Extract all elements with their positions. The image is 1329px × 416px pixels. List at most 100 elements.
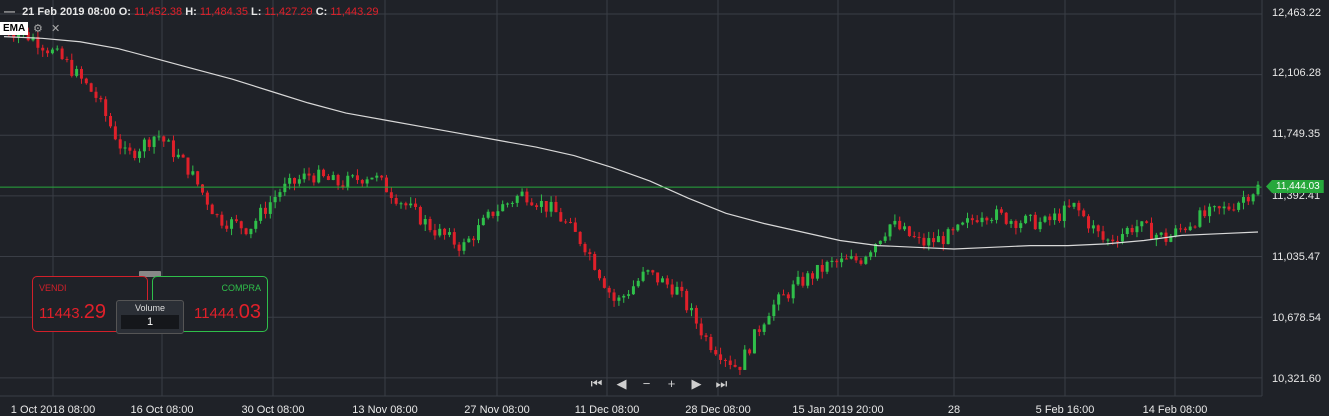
candle-body [883,236,887,241]
candle-body [234,219,238,222]
candle-body [631,286,635,295]
candle-body [452,232,456,245]
zoom-in-icon[interactable]: + [667,376,676,391]
candle-body [723,359,727,361]
candle-body [520,191,524,196]
candle-body [530,202,534,206]
candle-body [748,349,752,354]
y-tick-label: 11,392.41 [1272,190,1321,202]
candle-body [389,192,393,198]
candle-body [496,211,500,216]
candle-body [874,244,878,253]
candle-body [772,304,776,317]
candle-body [690,307,694,311]
candle-body [510,202,514,204]
candle-body [912,236,916,238]
candle-body [128,147,132,151]
buy-price-main: 11444. [193,305,239,322]
candle-body [481,217,485,226]
candle-body [17,34,21,38]
candle-body [946,229,950,245]
low-label: L: [251,6,262,18]
close-icon[interactable]: ✕ [51,23,61,35]
candle-body [752,329,756,354]
drag-handle[interactable] [139,271,161,277]
candle-body [365,179,369,184]
volume-input[interactable]: 1 [121,315,179,329]
candle-body [1057,213,1061,221]
last-icon[interactable]: ⏭ [715,376,728,391]
candle-body [167,140,171,142]
x-tick-label: 5 Feb 16:00 [1035,404,1095,416]
candle-body [225,225,229,229]
candle-body [152,136,156,147]
candle-body [598,269,602,279]
candle-body [733,364,737,367]
candle-body [786,294,790,299]
candle-body [927,238,931,246]
candle-body [375,175,379,178]
candle-body [176,154,180,158]
candle-body [694,307,698,324]
candle-body [75,68,79,76]
candle-body [447,232,451,235]
candle-body [898,220,902,230]
candle-body [65,59,69,61]
y-tick-label: 10,321.60 [1272,373,1321,385]
y-tick-label: 10,678.54 [1272,312,1321,324]
candle-body [1174,228,1178,236]
candle-body [617,297,621,301]
open-label: O: [118,6,131,18]
candle-body [728,360,732,365]
candle-body [1251,194,1255,202]
prev-icon[interactable]: ◀ [616,376,627,391]
candle-body [515,195,519,203]
candle-body [844,258,848,260]
candle-body [46,50,50,54]
candle-body [1179,228,1183,230]
candle-body [138,151,142,159]
candle-body [476,225,480,241]
candle-body [147,139,151,147]
x-tick-label: 15 Jan 2019 20:00 [792,404,884,416]
volume-label: Volume [134,303,166,313]
candle-body [554,201,558,213]
candle-body [1120,234,1124,242]
candle-body [825,261,829,272]
candle-body [588,252,592,255]
candle-body [1183,228,1187,231]
candle-body [1043,216,1047,222]
candle-body [428,218,432,231]
gear-icon[interactable]: ⚙ [33,23,43,35]
candle-body [719,354,723,360]
candle-body [370,177,374,180]
candle-body [980,217,984,223]
candle-body [1237,202,1241,210]
candle-body [893,220,897,225]
candle-body [1140,221,1144,227]
candle-body [336,175,340,186]
candle-body [60,48,64,60]
candle-body [1203,210,1207,217]
candle-body [564,221,568,223]
candle-body [641,271,645,281]
candle-body [985,217,989,221]
candle-body [583,243,587,253]
candle-body [1159,232,1163,235]
collapse-icon[interactable]: — [4,6,15,18]
candle-body [457,244,461,251]
candle-body [273,196,277,203]
candle-body [351,175,355,177]
candle-body [1241,196,1245,203]
ohlc-header: — 21 Feb 2019 08:00 O: 11,452.38 H: 11,4… [4,6,378,18]
candle-body [578,231,582,244]
candle-body [888,224,892,237]
candle-body [917,236,921,238]
zoom-out-icon[interactable]: − [642,376,651,391]
ema-indicator-badge[interactable]: EMA [0,22,29,35]
first-icon[interactable]: ⏮ [590,376,603,391]
candle-body [404,203,408,206]
x-tick-label: 28 Dec 08:00 [685,404,751,416]
next-icon[interactable]: ▶ [691,376,702,391]
